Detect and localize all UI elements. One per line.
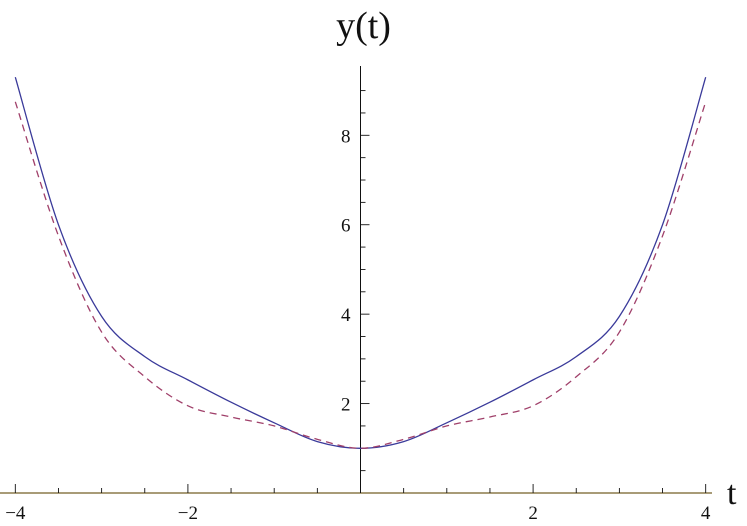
y-tick-label: 6 <box>341 216 351 237</box>
solid-series-line <box>14 76 707 449</box>
x-tick-label: −4 <box>5 503 26 524</box>
dashed-series-line <box>14 101 707 449</box>
x-tick-label: −2 <box>178 503 198 524</box>
axes <box>0 66 712 494</box>
y-axis-title: y(t) <box>336 5 391 47</box>
series-layer <box>14 76 707 449</box>
x-tick-label: 2 <box>528 503 538 524</box>
x-tick-label: 4 <box>701 503 711 524</box>
y-tick-label: 4 <box>341 305 351 326</box>
y-tick-label: 2 <box>341 395 351 416</box>
y-tick-label: 8 <box>341 126 351 147</box>
x-axis-title: t <box>727 475 737 512</box>
ticks: −4 −2 2 4 2 4 6 8 <box>5 90 711 524</box>
